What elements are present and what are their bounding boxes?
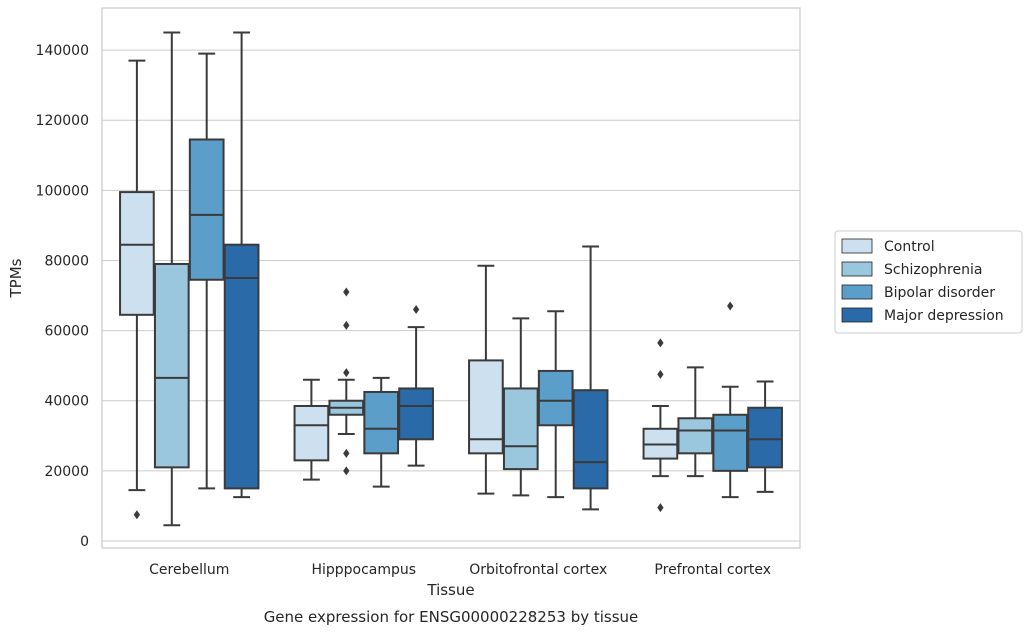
box-major-depression-cerebellum-iqr [223, 243, 260, 490]
legend: Control Schizophrenia Bipolar disorder Majo… [834, 230, 1023, 334]
legend-swatch-bipolar-disorder [841, 284, 873, 300]
box-schizophrenia-hipppocampus-outlier-3 [343, 448, 350, 458]
box-major-depression-hipppocampus-outlier-0 [412, 305, 420, 315]
y-tick-20000: 20000 [44, 464, 89, 480]
box-series [119, 31, 783, 527]
box-control-prefrontal-cortex-outlier-1 [657, 369, 664, 379]
legend-label-bipolar-disorder: Bipolar disorder [884, 285, 995, 301]
box-major-depression-orbitofrontal-cortex-iqr [572, 389, 609, 490]
box-schizophrenia-hipppocampus-outlier-2 [343, 368, 350, 378]
box-schizophrenia-cerebellum [153, 31, 190, 527]
box-schizophrenia-hipppocampus-outlier-1 [343, 320, 350, 330]
box-major-depression-hipppocampus-iqr [398, 387, 434, 441]
box-major-depression-prefrontal-cortex [747, 380, 783, 493]
box-bipolar-disorder-cerebellum [188, 52, 225, 490]
box-schizophrenia-orbitofrontal-cortex-iqr [502, 387, 539, 471]
box-schizophrenia-cerebellum-iqr [153, 262, 190, 469]
box-control-prefrontal-cortex [642, 338, 679, 513]
box-bipolar-disorder-cerebellum-iqr [188, 138, 225, 281]
y-tick-0: 0 [80, 534, 89, 550]
y-tick-140000: 140000 [36, 43, 89, 59]
box-bipolar-disorder-prefrontal-cortex-iqr [712, 413, 749, 472]
box-schizophrenia-prefrontal-cortex-iqr [677, 417, 714, 455]
box-major-depression-orbitofrontal-cortex [572, 245, 609, 511]
box-major-depression-prefrontal-cortex-iqr [747, 406, 783, 469]
x-tick-labels: Cerebellum Hipppocampus Orbitofrontal cort… [149, 562, 771, 578]
y-tick-60000: 60000 [44, 324, 89, 340]
y-tick-labels: 0 20000 40000 60000 80000 100000 120000 140000 [36, 43, 89, 550]
legend-label-major-depression: Major depression [884, 308, 1004, 324]
x-tick-hipppocampus: Hipppocampus [311, 562, 416, 578]
box-bipolar-disorder-hipppocampus [363, 376, 400, 488]
box-bipolar-disorder-orbitofrontal-cortex [537, 310, 574, 499]
x-tick-orbitofrontal-cortex: Orbitofrontal cortex [469, 562, 607, 578]
box-bipolar-disorder-hipppocampus-iqr [363, 390, 400, 455]
legend-swatch-major-depression [841, 307, 873, 323]
box-control-cerebellum-iqr [119, 191, 155, 316]
box-control-cerebellum-outlier-0 [133, 510, 141, 520]
box-control-prefrontal-cortex-outlier-2 [657, 503, 664, 513]
legend-label-control: Control [884, 239, 935, 255]
x-tick-cerebellum: Cerebellum [149, 562, 229, 578]
box-bipolar-disorder-prefrontal-cortex [712, 301, 749, 499]
box-schizophrenia-hipppocampus-outlier-0 [343, 287, 350, 297]
box-bipolar-disorder-prefrontal-cortex-outlier-0 [727, 301, 734, 311]
box-schizophrenia-orbitofrontal-cortex [502, 317, 539, 497]
legend-frame [834, 230, 1023, 334]
legend-swatch-control [841, 238, 873, 254]
box-control-orbitofrontal-cortex-iqr [468, 359, 504, 455]
box-control-cerebellum [119, 59, 155, 520]
y-axis-label: TPMs [7, 258, 25, 298]
chart-caption: Gene expression for ENSG00000228253 by t… [264, 608, 639, 626]
y-tick-120000: 120000 [36, 113, 89, 129]
y-tick-40000: 40000 [44, 394, 89, 410]
box-schizophrenia-prefrontal-cortex [677, 366, 714, 478]
x-axis-label: Tissue [426, 581, 474, 599]
plot-frame [101, 7, 801, 549]
x-tick-prefrontal-cortex: Prefrontal cortex [654, 562, 771, 578]
y-tick-80000: 80000 [44, 253, 89, 269]
box-schizophrenia-hipppocampus [328, 287, 365, 476]
y-tick-100000: 100000 [36, 183, 89, 199]
box-control-hipppocampus-iqr [293, 404, 330, 462]
box-major-depression-hipppocampus [398, 305, 434, 467]
box-control-hipppocampus [293, 378, 330, 481]
box-schizophrenia-hipppocampus-outlier-4 [343, 466, 350, 476]
legend-label-schizophrenia: Schizophrenia [884, 262, 982, 278]
box-bipolar-disorder-orbitofrontal-cortex-iqr [537, 369, 574, 427]
box-major-depression-cerebellum [223, 31, 260, 499]
box-control-orbitofrontal-cortex [468, 264, 504, 495]
legend-swatch-schizophrenia [841, 261, 873, 277]
box-control-prefrontal-cortex-outlier-0 [657, 338, 664, 348]
